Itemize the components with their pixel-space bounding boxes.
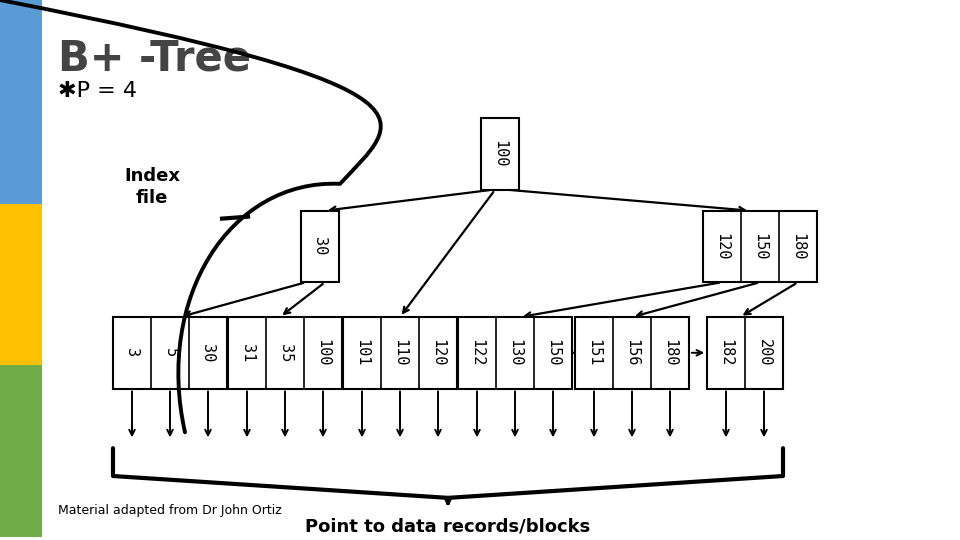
Text: 31: 31 — [239, 343, 254, 362]
Bar — [301, 211, 339, 282]
Text: 30: 30 — [313, 237, 327, 255]
Bar — [0, 0, 42, 204]
Text: 200: 200 — [756, 339, 772, 367]
Text: Point to data records/blocks: Point to data records/blocks — [305, 518, 590, 536]
Text: 120: 120 — [714, 233, 730, 260]
Text: 101: 101 — [354, 339, 370, 367]
Bar — [481, 118, 519, 190]
Text: 150: 150 — [545, 339, 561, 367]
Bar — [113, 317, 227, 389]
Text: 30: 30 — [201, 343, 215, 362]
Text: 150: 150 — [753, 233, 767, 260]
Bar — [228, 317, 342, 389]
Text: 100: 100 — [492, 140, 508, 168]
Text: 120: 120 — [430, 339, 445, 367]
Bar — [458, 317, 572, 389]
Text: 100: 100 — [316, 339, 330, 367]
Bar — [575, 317, 689, 389]
Text: 130: 130 — [508, 339, 522, 367]
Bar — [703, 211, 817, 282]
Text: 110: 110 — [393, 339, 407, 367]
Text: 151: 151 — [587, 339, 602, 367]
Text: 156: 156 — [625, 339, 639, 367]
Text: 3: 3 — [125, 348, 139, 357]
Bar — [0, 365, 42, 537]
Text: 35: 35 — [277, 343, 293, 362]
Text: B+ -Tree: B+ -Tree — [58, 38, 251, 80]
Bar — [707, 317, 783, 389]
Text: 5: 5 — [162, 348, 178, 357]
Text: 122: 122 — [469, 339, 485, 367]
Text: 180: 180 — [790, 233, 805, 260]
Text: Index
file: Index file — [124, 167, 180, 207]
Bar — [0, 204, 42, 365]
Text: 180: 180 — [662, 339, 678, 367]
Text: Material adapted from Dr John Ortiz: Material adapted from Dr John Ortiz — [58, 504, 281, 517]
Text: ✱P = 4: ✱P = 4 — [58, 82, 137, 102]
Bar — [343, 317, 457, 389]
Text: 182: 182 — [718, 339, 733, 367]
